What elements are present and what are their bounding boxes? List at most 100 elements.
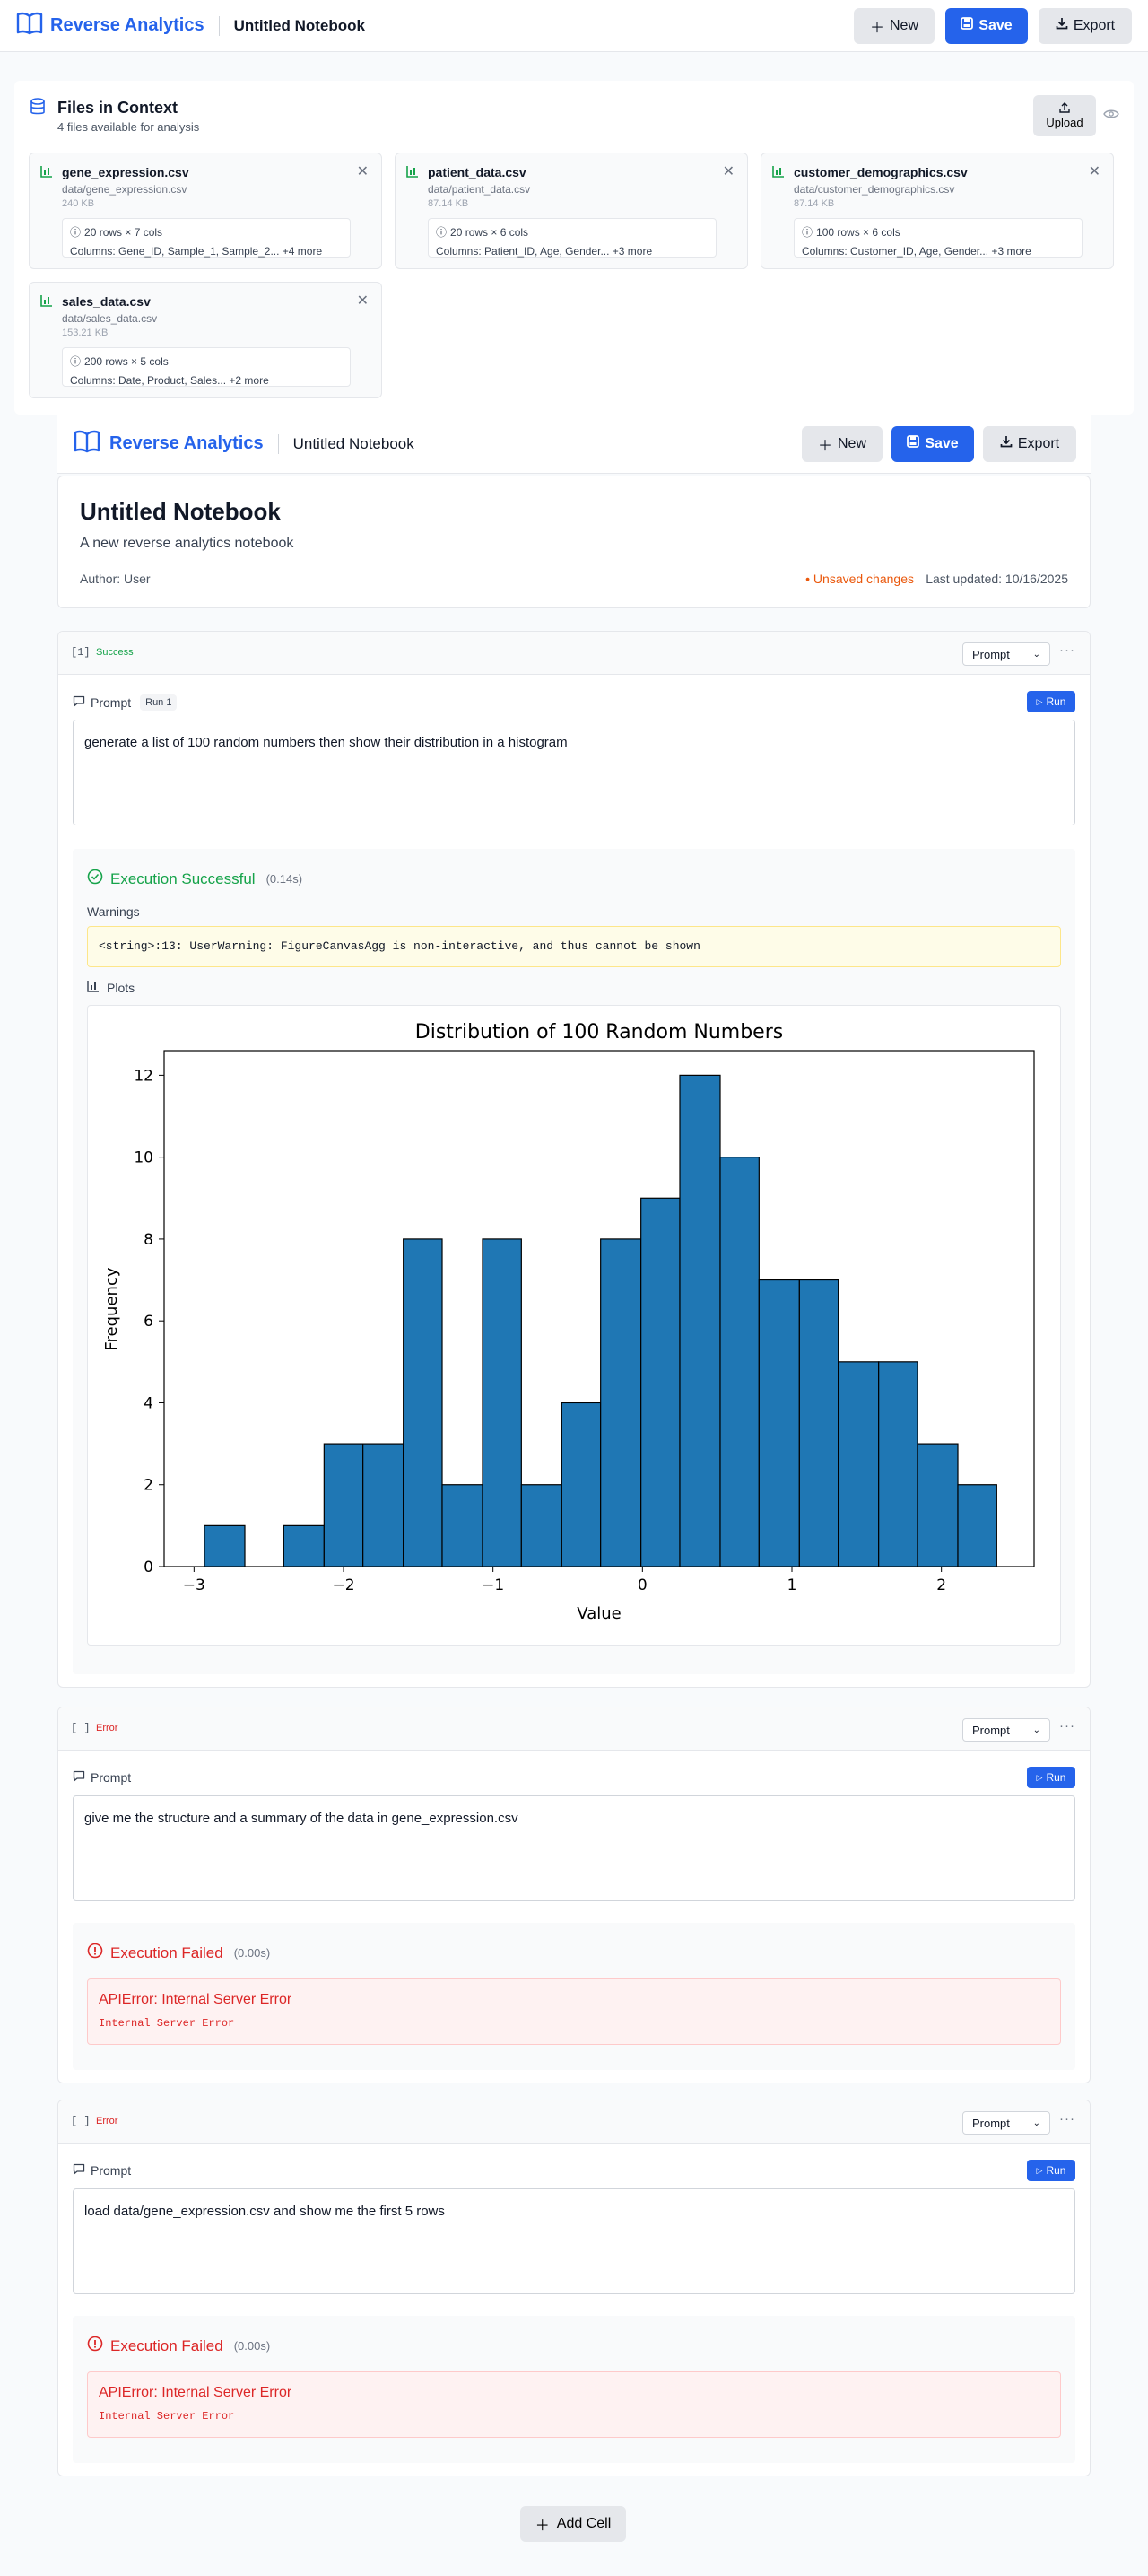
chevron-down-icon: ⌄ xyxy=(1032,1725,1040,1735)
histogram-bar xyxy=(362,1443,404,1567)
more-options-icon[interactable]: ··· xyxy=(1059,1718,1075,1733)
execution-title: Execution Successful xyxy=(110,869,256,887)
cell-mode-value: Prompt xyxy=(972,1723,1010,1737)
cell-mode-value: Prompt xyxy=(972,2116,1010,2130)
more-options-icon[interactable]: ··· xyxy=(1059,2111,1075,2126)
chart-file-icon xyxy=(40,294,53,311)
download-icon xyxy=(1056,17,1068,34)
eye-icon[interactable] xyxy=(1103,108,1119,124)
cell-mode-select[interactable]: Prompt ⌄ xyxy=(962,642,1050,666)
y-tick-label: 10 xyxy=(134,1149,153,1167)
x-axis-label: Value xyxy=(577,1604,621,1623)
run-button[interactable]: ▷ Run xyxy=(1027,2160,1075,2181)
notebook-title: Untitled Notebook xyxy=(292,434,414,452)
prompt-input[interactable]: generate a list of 100 random numbers th… xyxy=(73,720,1075,825)
x-tick-label: −2 xyxy=(332,1576,354,1594)
export-button[interactable]: Export xyxy=(1039,7,1132,44)
chevron-down-icon: ⌄ xyxy=(1032,2118,1040,2128)
prompt-input[interactable]: give me the structure and a summary of t… xyxy=(73,1795,1075,1901)
execution-time: (0.14s) xyxy=(265,872,303,886)
error-box: APIError: Internal Server Error Internal… xyxy=(87,1978,1061,2045)
file-card[interactable]: sales_data.csv data/sales_data.csv 153.2… xyxy=(29,282,382,398)
histogram-bar xyxy=(520,1484,562,1567)
y-tick-label: 0 xyxy=(144,1559,153,1576)
histogram-bar xyxy=(600,1238,642,1567)
play-icon: ▷ xyxy=(1036,2165,1043,2175)
file-info-box: ⓘ 100 rows × 6 cols Columns: Customer_ID,… xyxy=(794,218,1083,258)
close-icon[interactable]: ✕ xyxy=(722,164,735,179)
cell-index: [ ] xyxy=(71,2115,91,2127)
file-shape: 20 rows × 6 cols xyxy=(450,225,529,239)
save-button-label: Save xyxy=(978,17,1013,33)
info-icon: ⓘ xyxy=(70,355,82,368)
new-button[interactable]: ＋ New xyxy=(854,7,935,44)
prompt-input[interactable]: load data/gene_expression.csv and show m… xyxy=(73,2188,1075,2294)
files-in-context-panel: Files in Context 4 files available for a… xyxy=(14,81,1134,415)
cell-index: [1] xyxy=(71,646,91,659)
new-button[interactable]: ＋ New xyxy=(802,425,883,462)
file-card[interactable]: customer_demographics.csv data/customer_… xyxy=(761,153,1114,269)
histogram-chart: Distribution of 100 Random Numbers Value… xyxy=(102,1021,1035,1623)
execution-status: Execution Failed (0.00s) xyxy=(87,1943,270,1963)
export-button[interactable]: Export xyxy=(983,425,1076,462)
info-icon: ⓘ xyxy=(436,226,448,239)
alert-circle-icon xyxy=(87,2336,103,2356)
unsaved-indicator: • Unsaved changes xyxy=(805,572,914,586)
message-icon xyxy=(73,695,85,710)
files-panel-title: Files in Context xyxy=(57,99,178,117)
prompt-label-text: Prompt xyxy=(91,695,132,710)
upload-button[interactable]: Upload xyxy=(1033,95,1096,136)
notebook-title: Untitled Notebook xyxy=(233,16,365,34)
save-button[interactable]: Save xyxy=(945,7,1028,44)
save-icon xyxy=(907,435,920,452)
notebook-description[interactable]: A new reverse analytics notebook xyxy=(80,536,294,551)
cell-header: [1] Success Prompt ⌄ ··· xyxy=(58,632,1090,675)
histogram-bar xyxy=(640,1197,681,1567)
save-icon xyxy=(961,17,974,34)
close-icon[interactable]: ✕ xyxy=(1088,164,1100,179)
histogram-bar xyxy=(323,1443,364,1567)
cell-mode-select[interactable]: Prompt ⌄ xyxy=(962,1718,1050,1742)
header-divider xyxy=(218,15,220,36)
histogram-bar xyxy=(561,1402,602,1567)
close-icon[interactable]: ✕ xyxy=(356,164,369,179)
file-card[interactable]: patient_data.csv data/patient_data.csv 8… xyxy=(395,153,748,269)
brand[interactable]: Reverse Analytics Untitled Notebook xyxy=(74,430,414,458)
prompt-label: Prompt xyxy=(73,1770,131,1785)
add-cell-button[interactable]: ＋ Add Cell xyxy=(520,2506,626,2542)
histogram-bar xyxy=(441,1484,483,1567)
file-shape: 20 rows × 7 cols xyxy=(84,225,163,239)
error-message: Internal Server Error xyxy=(99,2410,235,2423)
save-button[interactable]: Save xyxy=(891,425,974,462)
execution-title: Execution Failed xyxy=(110,1943,223,1961)
alert-circle-icon xyxy=(87,1943,103,1963)
message-icon xyxy=(73,1770,85,1785)
more-options-icon[interactable]: ··· xyxy=(1059,642,1075,658)
file-size: 87.14 KB xyxy=(794,198,835,209)
close-icon[interactable]: ✕ xyxy=(356,293,369,309)
chart-file-icon xyxy=(772,165,785,182)
run-button[interactable]: ▷ Run xyxy=(1027,1767,1075,1788)
file-size: 153.21 KB xyxy=(62,327,109,338)
files-panel-subtitle: 4 files available for analysis xyxy=(57,120,200,134)
histogram-bar xyxy=(917,1443,959,1567)
cell-mode-select[interactable]: Prompt ⌄ xyxy=(962,2111,1050,2135)
brand[interactable]: Reverse Analytics Untitled Notebook xyxy=(16,12,365,39)
file-name: gene_expression.csv xyxy=(62,165,189,179)
cell-index: [ ] xyxy=(71,1722,91,1734)
app-header: Reverse Analytics Untitled Notebook ＋ Ne… xyxy=(0,0,1148,52)
app-name: Reverse Analytics xyxy=(109,433,264,453)
cell-output: Execution Failed (0.00s) APIError: Inter… xyxy=(73,2316,1075,2463)
file-shape: 200 rows × 5 cols xyxy=(84,354,169,368)
run-button[interactable]: ▷ Run xyxy=(1027,691,1075,712)
file-size: 87.14 KB xyxy=(428,198,469,209)
file-columns: Columns: Gene_ID, Sample_1, Sample_2... … xyxy=(70,245,323,258)
add-cell-label: Add Cell xyxy=(556,2516,612,2531)
execution-time: (0.00s) xyxy=(233,2339,271,2353)
file-card[interactable]: gene_expression.csv data/gene_expression… xyxy=(29,153,382,269)
notebook-heading[interactable]: Untitled Notebook xyxy=(80,498,281,525)
prompt-label: Prompt Run 1 xyxy=(73,694,178,711)
error-box: APIError: Internal Server Error Internal… xyxy=(87,2371,1061,2438)
file-path: data/patient_data.csv xyxy=(428,183,531,196)
last-updated: Last updated: 10/16/2025 xyxy=(926,572,1068,586)
